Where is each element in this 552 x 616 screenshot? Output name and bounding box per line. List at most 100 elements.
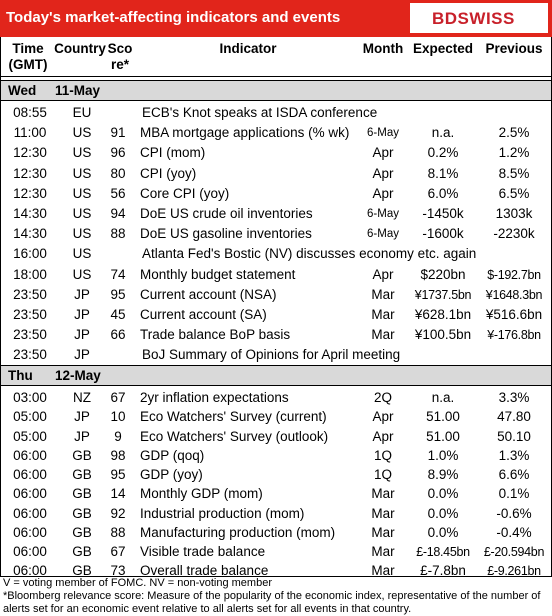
cell: £-20.594bn	[483, 545, 545, 559]
cell: 14:30	[13, 206, 47, 221]
cell: 8.9%	[427, 467, 459, 482]
event: BoJ Summary of Opinions for April meetin…	[142, 347, 401, 363]
logo-box	[410, 3, 548, 33]
cell: -1450k	[422, 206, 464, 221]
cell: 1Q	[373, 467, 392, 482]
cell: 23:50	[13, 286, 47, 302]
column-header: Month	[362, 41, 404, 56]
indicator: MBA mortgage applications (% wk)	[140, 125, 350, 141]
cell: 23:50	[13, 327, 47, 343]
cell: 2Q	[373, 390, 392, 405]
indicator: Trade balance BoP basis	[140, 327, 291, 343]
cell: JP	[74, 347, 90, 363]
cell: 74	[110, 266, 126, 282]
cell: 1.3%	[498, 447, 530, 463]
indicator: CPI (mom)	[140, 145, 206, 161]
cell: Mar	[371, 505, 395, 521]
cell: US	[72, 165, 92, 181]
cell: 06:00	[13, 563, 47, 579]
cell: 6.6%	[498, 467, 530, 482]
indicator: Visible trade balance	[140, 544, 266, 559]
cell: 67	[110, 544, 126, 559]
cell: 6.0%	[427, 185, 459, 201]
indicator: Manufacturing production (mom)	[140, 524, 336, 540]
cell: US	[72, 226, 92, 242]
event: ECB's Knot speaks at ISDA conference	[142, 105, 378, 120]
cell: 1.0%	[427, 447, 459, 463]
cell: Apr	[372, 185, 394, 201]
cell: 06:00	[13, 505, 47, 521]
cell: n.a.	[431, 390, 455, 405]
cell: JP	[74, 286, 90, 302]
cell: 1.2%	[498, 145, 530, 161]
cell: 91	[110, 125, 126, 141]
cell: 8.1%	[427, 165, 459, 181]
cell: GB	[72, 563, 92, 579]
cell: 80	[110, 165, 126, 181]
day-date: 12-May	[55, 368, 101, 383]
cell: -1600k	[422, 226, 464, 242]
cell: 06:00	[13, 486, 47, 502]
cell: 06:00	[13, 524, 47, 540]
cell: US	[72, 206, 92, 221]
cell: 0.0%	[427, 486, 459, 502]
cell: 94	[110, 206, 126, 221]
cell: 95	[110, 286, 126, 302]
logo: BDSWISS	[432, 9, 515, 28]
cell: $220bn	[420, 266, 466, 282]
cell: $-192.7bn	[487, 267, 541, 282]
cell: 51.00	[426, 409, 460, 425]
cell: Apr	[372, 428, 394, 444]
cell: 12:30	[13, 165, 47, 181]
indicator: CPI (yoy)	[140, 165, 197, 181]
cell: ¥-176.8bn	[487, 328, 541, 343]
indicator: Eco Watchers' Survey (current)	[140, 409, 327, 425]
indicator: DoE US gasoline inventories	[140, 226, 312, 242]
cell: ¥1648.3bn	[485, 287, 543, 302]
cell: Mar	[371, 286, 395, 302]
cell: 12:30	[13, 145, 47, 161]
cell: Apr	[372, 409, 394, 425]
cell: Apr	[372, 165, 394, 181]
day-name: Wed	[8, 83, 37, 98]
cell: 9	[114, 428, 122, 444]
cell: US	[72, 266, 92, 282]
cell: JP	[74, 409, 90, 425]
cell: Apr	[372, 266, 394, 282]
footer-rule	[0, 576, 552, 577]
cell: 88	[110, 226, 126, 242]
indicator: Current account (NSA)	[140, 286, 277, 302]
day-band	[1, 80, 551, 101]
column-header: Expected	[412, 41, 474, 56]
event: Atlanta Fed's Bostic (NV) discusses econ…	[142, 246, 477, 262]
day-band	[1, 365, 551, 386]
indicator: Core CPI (yoy)	[140, 185, 230, 201]
cell: 56	[110, 185, 126, 201]
cell: 23:50	[13, 307, 47, 322]
cell: GB	[72, 524, 92, 540]
cell: 3.3%	[498, 390, 530, 405]
cell: EU	[72, 105, 92, 120]
cell: 11:00	[13, 125, 47, 141]
column-header: Previous	[485, 41, 543, 56]
cell: GB	[72, 544, 92, 559]
title: Today's market-affecting indicators and …	[6, 9, 341, 26]
cell: GB	[72, 447, 92, 463]
indicator: Industrial production (mom)	[140, 505, 305, 521]
indicator: Current account (SA)	[140, 307, 267, 322]
cell: 14:30	[13, 226, 47, 242]
cell: 0.1%	[498, 486, 530, 502]
day-date: 11-May	[55, 83, 101, 98]
column-header: Country	[54, 41, 106, 56]
cell: 88	[110, 524, 126, 540]
cell: 95	[110, 467, 126, 482]
indicator: Monthly budget statement	[140, 266, 296, 282]
cell: 06:00	[13, 447, 47, 463]
cell: £-9.261bn	[487, 564, 541, 579]
cell: 05:00	[13, 428, 47, 444]
cell: Mar	[371, 563, 395, 579]
cell: 0.2%	[427, 145, 459, 161]
cell: JP	[74, 327, 90, 343]
cell: US	[72, 246, 92, 262]
